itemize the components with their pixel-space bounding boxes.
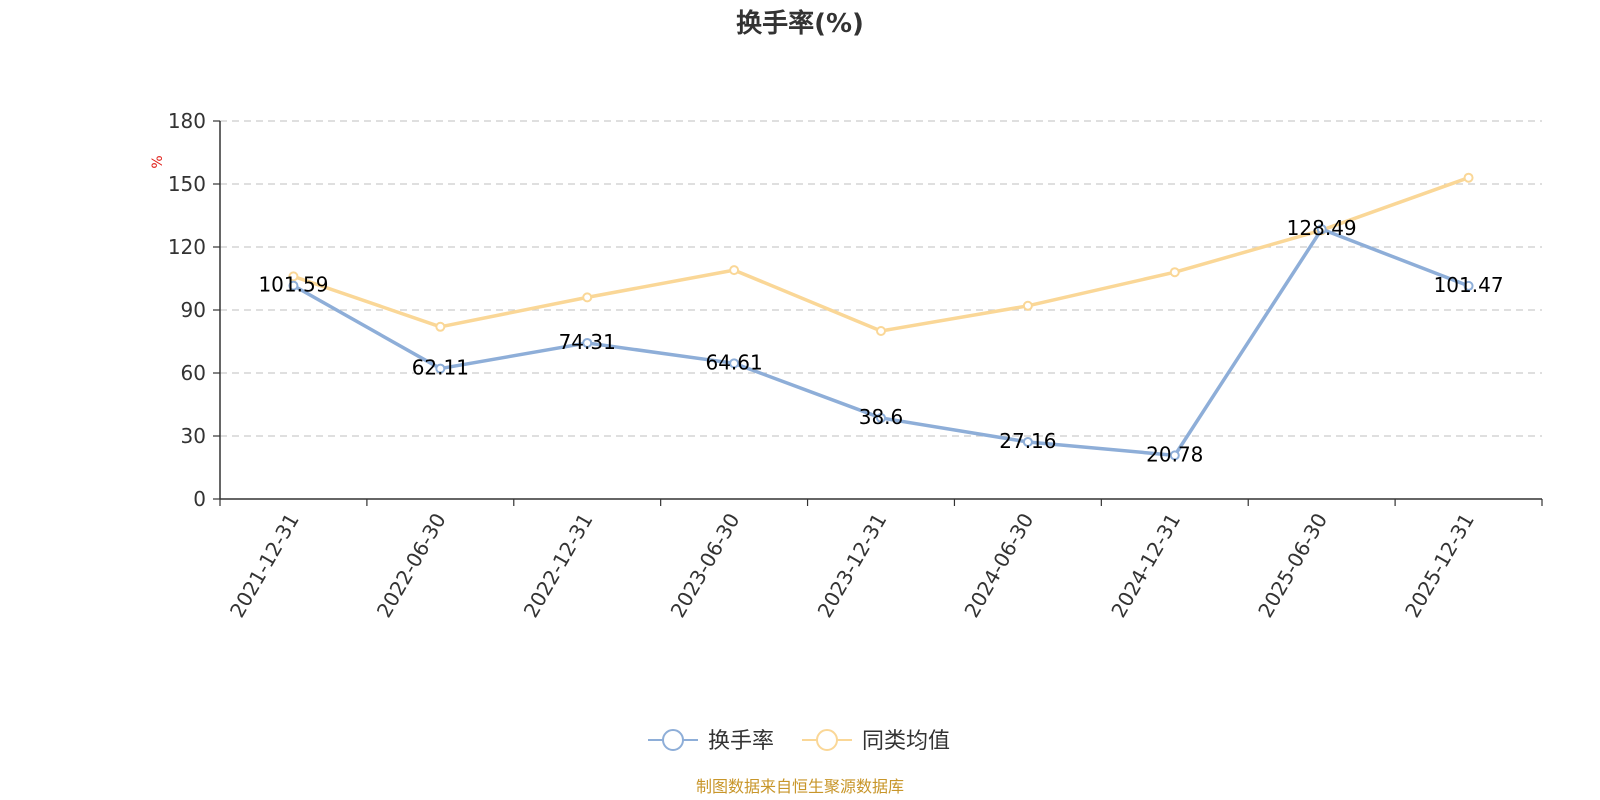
x-tick-label-2021-12-31: 2021-12-31 [225,509,304,622]
point-turnover-rate-2023-06-30[interactable] [729,358,740,369]
data-label-turnover-rate-2025-12-31: 101.47 [1434,273,1504,297]
point-peer-average-2022-06-30[interactable] [435,321,446,332]
data-label-turnover-rate-2023-12-31: 38.6 [859,405,904,429]
x-tick-label-2024-12-31: 2024-12-31 [1106,509,1185,622]
x-tick-label-2022-06-30: 2022-06-30 [372,509,451,622]
point-peer-average-2024-06-30[interactable] [1022,300,1033,311]
y-tick-label-90: 90 [181,298,206,322]
legend-marker-peer-average [816,729,838,751]
point-turnover-rate-2024-12-31[interactable] [1169,450,1180,461]
legend-marker-turnover-rate [662,729,684,751]
y-tick-label-0: 0 [193,487,206,511]
data-label-turnover-rate-2024-06-30: 27.16 [999,429,1056,453]
legend: 换手率 同类均值 [648,729,950,754]
point-peer-average-2022-12-31[interactable] [582,292,593,303]
point-peer-average-2023-06-30[interactable] [729,265,740,276]
data-label-turnover-rate-2024-12-31: 20.78 [1146,442,1203,466]
x-tick-label-2023-12-31: 2023-12-31 [812,509,891,622]
series-line-peer-average [292,176,1470,333]
data-label-turnover-rate-2022-06-30: 62.11 [412,356,469,380]
point-turnover-rate-2021-12-31[interactable] [288,280,299,291]
data-label-turnover-rate-2022-12-31: 74.31 [559,330,616,354]
axes: 0 30 60 90 120 150 180 2021-12-31 2022-06-30 2022… [168,109,1543,622]
point-turnover-rate-2024-06-30[interactable] [1022,436,1033,447]
point-turnover-rate-2025-06-30[interactable] [1316,224,1327,235]
point-turnover-rate-2025-12-31[interactable] [1463,280,1474,291]
data-label-turnover-rate-2025-06-30: 128.49 [1287,216,1357,240]
legend-item-turnover-rate[interactable]: 换手率 [648,729,774,754]
y-tick-label-60: 60 [181,361,206,385]
point-peer-average-2023-12-31[interactable] [876,326,886,336]
y-tick-label-150: 150 [168,172,206,196]
point-peer-average-2024-12-31[interactable] [1169,267,1180,278]
legend-label-turnover-rate: 换手率 [708,729,774,754]
data-source-note: 制图数据来自恒生聚源数据库 [696,777,904,796]
data-label-turnover-rate-2023-06-30: 64.61 [705,350,762,374]
legend-label-peer-average: 同类均值 [862,729,950,754]
x-tick-label-2022-12-31: 2022-12-31 [519,509,598,622]
x-tick-label-2024-06-30: 2024-06-30 [959,509,1038,622]
point-peer-average-2021-12-31[interactable] [288,271,299,282]
x-tick-label-2025-06-30: 2025-06-30 [1253,509,1332,622]
y-tick-label-120: 120 [168,235,206,259]
series-layer [288,172,1474,461]
chart-title: 换手率(%) [736,8,864,39]
point-turnover-rate-2022-12-31[interactable] [582,337,593,348]
grid-lines [220,120,1542,437]
legend-item-peer-average[interactable]: 同类均值 [802,729,950,754]
x-tick-label-2023-06-30: 2023-06-30 [666,509,745,622]
y-tick-label-30: 30 [181,424,206,448]
point-turnover-rate-2023-12-31[interactable] [876,412,886,423]
point-peer-average-2025-12-31[interactable] [1463,172,1474,183]
data-label-turnover-rate-2021-12-31: 101.59 [258,273,328,297]
y-axis-unit-label: % [150,155,166,168]
x-tick-label-2025-12-31: 2025-12-31 [1400,509,1479,622]
point-turnover-rate-2022-06-30[interactable] [435,363,446,374]
y-tick-label-180: 180 [168,109,206,133]
data-labels: 101.59 62.11 74.31 64.61 38.6 27.16 20.78 128.4… [258,216,1503,466]
